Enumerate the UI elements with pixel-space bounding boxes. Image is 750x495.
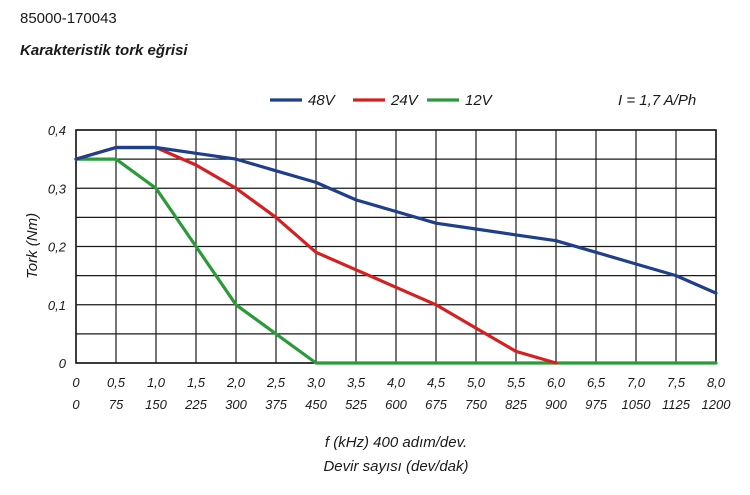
x-tick-label: 1,0 (147, 375, 166, 390)
x-tick-label: 4,5 (427, 375, 446, 390)
x-tick-label-rpm: 1050 (622, 397, 652, 412)
x-tick-label: 8,0 (707, 375, 726, 390)
x-tick-label: 5,5 (507, 375, 526, 390)
x-tick-label-rpm: 525 (345, 397, 367, 412)
x-tick-label-rpm: 825 (505, 397, 527, 412)
series-layer (74, 145, 718, 365)
chart-title: Karakteristik tork eğrisi (20, 42, 188, 59)
y-tick-label: 0 (59, 356, 67, 371)
x-tick-label-rpm: 1125 (662, 397, 691, 412)
legend-label-12v: 12V (465, 92, 494, 109)
x-tick-label: 7,0 (627, 375, 646, 390)
x-tick-label-rpm: 1200 (702, 397, 732, 412)
x-tick-label-rpm: 450 (305, 397, 327, 412)
x-tick-label-rpm: 600 (385, 397, 407, 412)
x-tick-label: 6,0 (547, 375, 566, 390)
x-tick-label-rpm: 975 (585, 397, 607, 412)
x-tick-label-rpm: 75 (109, 397, 124, 412)
x-tick-label: 5,0 (467, 375, 486, 390)
x-tick-label: 7,5 (667, 375, 686, 390)
x-tick-label-rpm: 0 (72, 397, 80, 412)
y-tick-label: 0,2 (48, 240, 67, 255)
ticks-layer: 0 0,5 1,0 1,5 2,0 2,5 3,0 3,5 4,0 4,5 5,0 5,5 6,0 6,5… (48, 123, 731, 412)
x-tick-label: 3,0 (307, 375, 326, 390)
x-tick-label: 2,0 (226, 375, 246, 390)
legend-label-24v: 24V (390, 92, 420, 109)
y-tick-label: 0,1 (48, 298, 66, 313)
x-tick-label: 0 (72, 375, 80, 390)
series-line-12v (74, 157, 718, 365)
x-tick-label: 2,5 (266, 375, 286, 390)
legend: 48V 24V 12V (270, 92, 494, 109)
x-tick-label-rpm: 750 (465, 397, 487, 412)
y-axis-label: Tork (Nm) (24, 213, 41, 279)
grid (75, 129, 717, 364)
x-tick-label: 4,0 (387, 375, 406, 390)
x-tick-label: 3,5 (347, 375, 366, 390)
x-tick-label-rpm: 675 (425, 397, 447, 412)
x-tick-label-rpm: 375 (265, 397, 287, 412)
x-tick-label-rpm: 300 (225, 397, 247, 412)
product-code: 85000-170043 (20, 10, 117, 27)
y-tick-label: 0,4 (48, 123, 66, 138)
current-annotation: I = 1,7 A/Ph (618, 92, 696, 109)
legend-label-48v: 48V (308, 92, 337, 109)
x-tick-label-rpm: 225 (184, 397, 207, 412)
x-tick-label-rpm: 900 (545, 397, 567, 412)
series-line-48v (74, 145, 718, 295)
x-axis-label-frequency: f (kHz) 400 adım/dev. (325, 434, 467, 451)
x-tick-label: 1,5 (187, 375, 206, 390)
x-tick-label: 0,5 (107, 375, 126, 390)
x-axis-label-speed: Devir sayısı (dev/dak) (323, 458, 468, 475)
x-tick-label-rpm: 150 (145, 397, 167, 412)
y-tick-label: 0,3 (48, 181, 67, 196)
x-tick-label: 6,5 (587, 375, 606, 390)
